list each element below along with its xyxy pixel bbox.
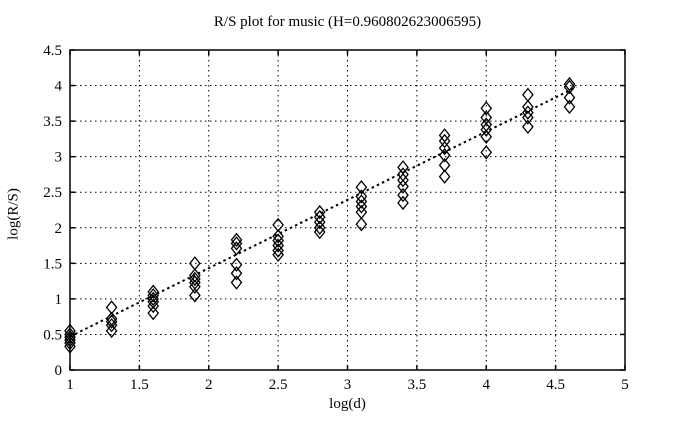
x-tick-label: 2.5 [269,377,288,393]
y-tick-label: 0.5 [43,327,62,343]
data-point-marker [64,332,76,348]
y-tick-label: 1 [55,292,63,308]
data-point-marker [480,122,493,137]
data-point-marker [355,199,368,214]
data-point-marker [438,148,451,163]
data-point-marker [64,335,76,351]
data-point-marker [313,224,326,240]
data-point-marker [147,291,160,307]
data-point-marker [438,140,451,156]
y-tick-label: 3 [55,150,63,166]
data-point-marker [189,288,201,303]
data-point-marker [563,76,576,92]
y-tick-label: 2 [55,221,63,237]
data-point-marker [313,220,326,236]
data-point-marker [272,233,284,248]
data-point-marker [480,129,493,144]
data-point-marker [397,172,409,188]
data-point-marker [522,99,534,115]
data-point-marker [313,209,326,225]
data-point-marker [522,105,534,120]
x-tick-label: 1 [66,377,74,393]
data-point-marker [522,119,534,135]
data-point-marker [230,236,243,251]
data-point-marker [230,241,243,256]
data-point-marker [272,247,284,263]
data-point-marker [272,238,284,253]
y-tick-label: 3.5 [43,114,62,130]
chart-title: R/S plot for music (H=0.960802623006595) [213,14,482,30]
data-point-marker [438,133,451,149]
y-tick-label: 2.5 [43,185,62,201]
data-point-marker [105,317,118,333]
data-point-marker [355,180,368,195]
data-point-marker [563,99,576,115]
x-tick-label: 2 [205,377,213,393]
data-point-marker [147,284,160,300]
x-tick-label: 1.5 [130,377,149,393]
data-point-marker [397,195,409,211]
data-point-marker [147,305,160,321]
data-point-marker [397,179,409,194]
data-point-marker [189,279,201,295]
data-point-marker [313,204,326,220]
y-tick-label: 4.5 [43,43,62,59]
data-point-marker [522,110,534,125]
data-point-marker [355,194,368,209]
data-point-marker [272,243,284,258]
data-point-marker [189,271,201,287]
data-point-marker [105,323,118,339]
data-point-marker [230,266,243,281]
data-point-marker [480,145,493,160]
y-tick-label: 0 [55,363,63,379]
data-point-marker [397,187,409,203]
data-point-marker [313,214,326,230]
x-axis-label: log(d) [329,396,366,412]
data-point-marker [105,314,118,329]
data-point-marker [563,79,576,95]
x-tick-label: 4.5 [546,377,565,393]
data-point-marker [230,257,243,272]
data-point-marker [355,216,368,232]
data-point-marker [230,232,243,248]
data-point-marker [147,288,160,303]
y-tick-label: 1.5 [43,256,62,272]
data-point-marker [272,229,284,244]
data-point-marker [230,275,243,290]
data-point-marker [64,339,76,354]
data-point-marker [355,189,368,204]
data-point-marker [147,298,160,314]
data-point-marker [438,169,451,184]
data-point-marker [563,90,576,105]
x-tick-label: 4 [483,377,491,393]
x-tick-label: 3 [344,377,352,393]
y-tick-label: 4 [55,79,63,95]
data-point-marker [64,330,76,345]
x-tick-label: 3.5 [408,377,427,393]
data-point-marker [522,87,534,103]
data-point-marker [480,101,493,116]
x-tick-label: 5 [621,377,629,393]
